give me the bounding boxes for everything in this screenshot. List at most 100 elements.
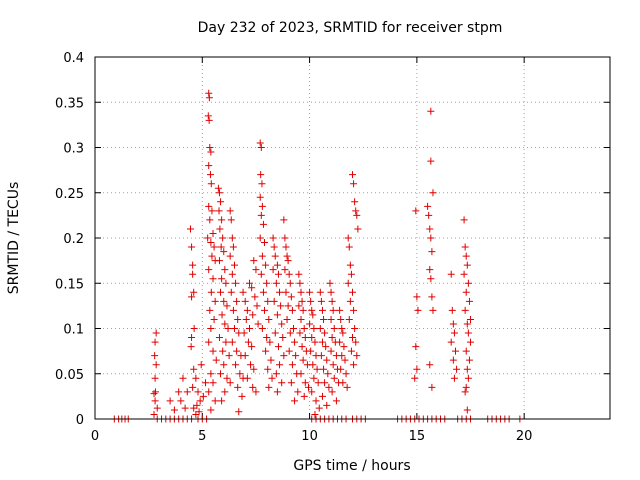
data-point-plus bbox=[284, 257, 292, 265]
data-point-plus bbox=[278, 320, 286, 328]
data-point-plus bbox=[276, 288, 284, 296]
data-point-plus bbox=[352, 207, 360, 215]
data-point-plus bbox=[327, 288, 335, 296]
data-point-plus bbox=[280, 352, 288, 360]
data-point-plus bbox=[353, 211, 361, 219]
data-point-plus bbox=[222, 338, 230, 346]
data-point-plus bbox=[462, 288, 470, 296]
data-point-plus bbox=[350, 180, 358, 188]
data-point-plus bbox=[292, 352, 300, 360]
data-point-plus bbox=[452, 347, 459, 355]
data-point-plus bbox=[257, 270, 265, 278]
data-point-plus bbox=[309, 361, 317, 369]
data-point-plus bbox=[192, 410, 200, 418]
data-point-plus bbox=[272, 279, 280, 287]
data-point-plus bbox=[205, 162, 213, 170]
data-point-plus bbox=[450, 374, 458, 382]
data-point-plus bbox=[428, 248, 436, 256]
data-point-plus bbox=[175, 388, 183, 396]
data-point-plus bbox=[151, 397, 159, 405]
data-point-plus bbox=[349, 171, 356, 179]
data-point-plus bbox=[413, 365, 421, 373]
data-point-plus bbox=[243, 306, 251, 314]
data-point-plus bbox=[465, 297, 473, 305]
data-point-plus bbox=[336, 338, 344, 346]
data-point-plus bbox=[209, 347, 217, 355]
data-point-plus bbox=[288, 306, 296, 314]
data-point-plus bbox=[467, 338, 475, 346]
data-point-plus bbox=[228, 234, 236, 242]
data-point-plus bbox=[344, 279, 352, 287]
data-point-plus bbox=[251, 293, 259, 301]
data-point-plus bbox=[281, 266, 289, 274]
data-point-plus bbox=[339, 329, 347, 337]
data-point-plus bbox=[307, 347, 315, 355]
data-point-plus bbox=[221, 266, 229, 274]
data-point-plus bbox=[464, 279, 472, 287]
data-point-plus bbox=[338, 352, 346, 360]
data-point-plus bbox=[239, 288, 247, 296]
data-point-plus bbox=[151, 374, 159, 382]
data-point-plus bbox=[328, 334, 336, 342]
data-point-plus bbox=[318, 338, 326, 346]
data-point-plus bbox=[288, 361, 296, 369]
data-point-plus bbox=[249, 311, 257, 319]
data-point-plus bbox=[152, 388, 160, 396]
data-point-plus bbox=[206, 171, 214, 179]
data-point-plus bbox=[256, 193, 264, 201]
data-point-plus bbox=[211, 397, 219, 405]
data-point-plus bbox=[350, 361, 358, 369]
data-point-plus bbox=[224, 325, 232, 332]
data-point-plus bbox=[233, 347, 241, 355]
data-point-plus bbox=[219, 347, 227, 355]
data-point-plus bbox=[258, 202, 266, 210]
data-point-plus bbox=[453, 365, 461, 373]
data-point-plus bbox=[170, 406, 178, 414]
data-point-plus bbox=[311, 410, 319, 418]
data-point-plus bbox=[258, 325, 266, 332]
data-point-plus bbox=[236, 370, 244, 378]
data-point-plus bbox=[320, 365, 328, 373]
data-point-plus bbox=[227, 216, 235, 224]
y-tick-label: 0.25 bbox=[55, 187, 84, 202]
plot-frame bbox=[94, 56, 611, 420]
data-point-plus bbox=[342, 370, 350, 378]
data-point-plus bbox=[223, 302, 231, 310]
data-point-plus bbox=[280, 216, 288, 224]
data-point-plus bbox=[250, 257, 258, 265]
data-point-plus bbox=[254, 320, 262, 328]
data-point-plus bbox=[218, 275, 226, 283]
data-point-plus bbox=[216, 225, 224, 233]
data-point-plus bbox=[449, 320, 457, 328]
data-point-plus bbox=[344, 234, 352, 242]
data-points bbox=[110, 89, 524, 423]
data-point-plus bbox=[447, 338, 455, 346]
data-point-plus bbox=[265, 315, 273, 323]
data-point-plus bbox=[252, 388, 260, 396]
data-point-plus bbox=[323, 356, 331, 364]
x-tick-label: 0 bbox=[91, 429, 99, 444]
data-point-plus bbox=[299, 306, 307, 314]
data-point-plus bbox=[221, 388, 229, 396]
data-point-plus bbox=[217, 198, 225, 206]
data-point-plus bbox=[352, 338, 360, 346]
data-point-plus bbox=[461, 243, 469, 251]
data-point-plus bbox=[347, 270, 355, 278]
data-point-plus bbox=[219, 234, 227, 242]
data-point-plus bbox=[313, 365, 321, 373]
data-point-plus bbox=[460, 216, 468, 224]
data-point-plus bbox=[287, 379, 295, 387]
data-point-plus bbox=[462, 383, 470, 391]
data-point-plus bbox=[310, 325, 318, 332]
data-point-plus bbox=[250, 365, 258, 373]
data-point-plus bbox=[321, 329, 329, 337]
data-point-plus bbox=[316, 288, 324, 296]
data-point-plus bbox=[205, 338, 213, 346]
data-point-plus bbox=[448, 306, 456, 314]
data-point-plus bbox=[218, 397, 226, 405]
data-point-plus bbox=[336, 306, 344, 314]
data-point-plus bbox=[427, 157, 435, 165]
data-point-plus bbox=[283, 252, 291, 260]
data-point-plus bbox=[270, 297, 278, 305]
data-point-plus bbox=[207, 288, 215, 296]
